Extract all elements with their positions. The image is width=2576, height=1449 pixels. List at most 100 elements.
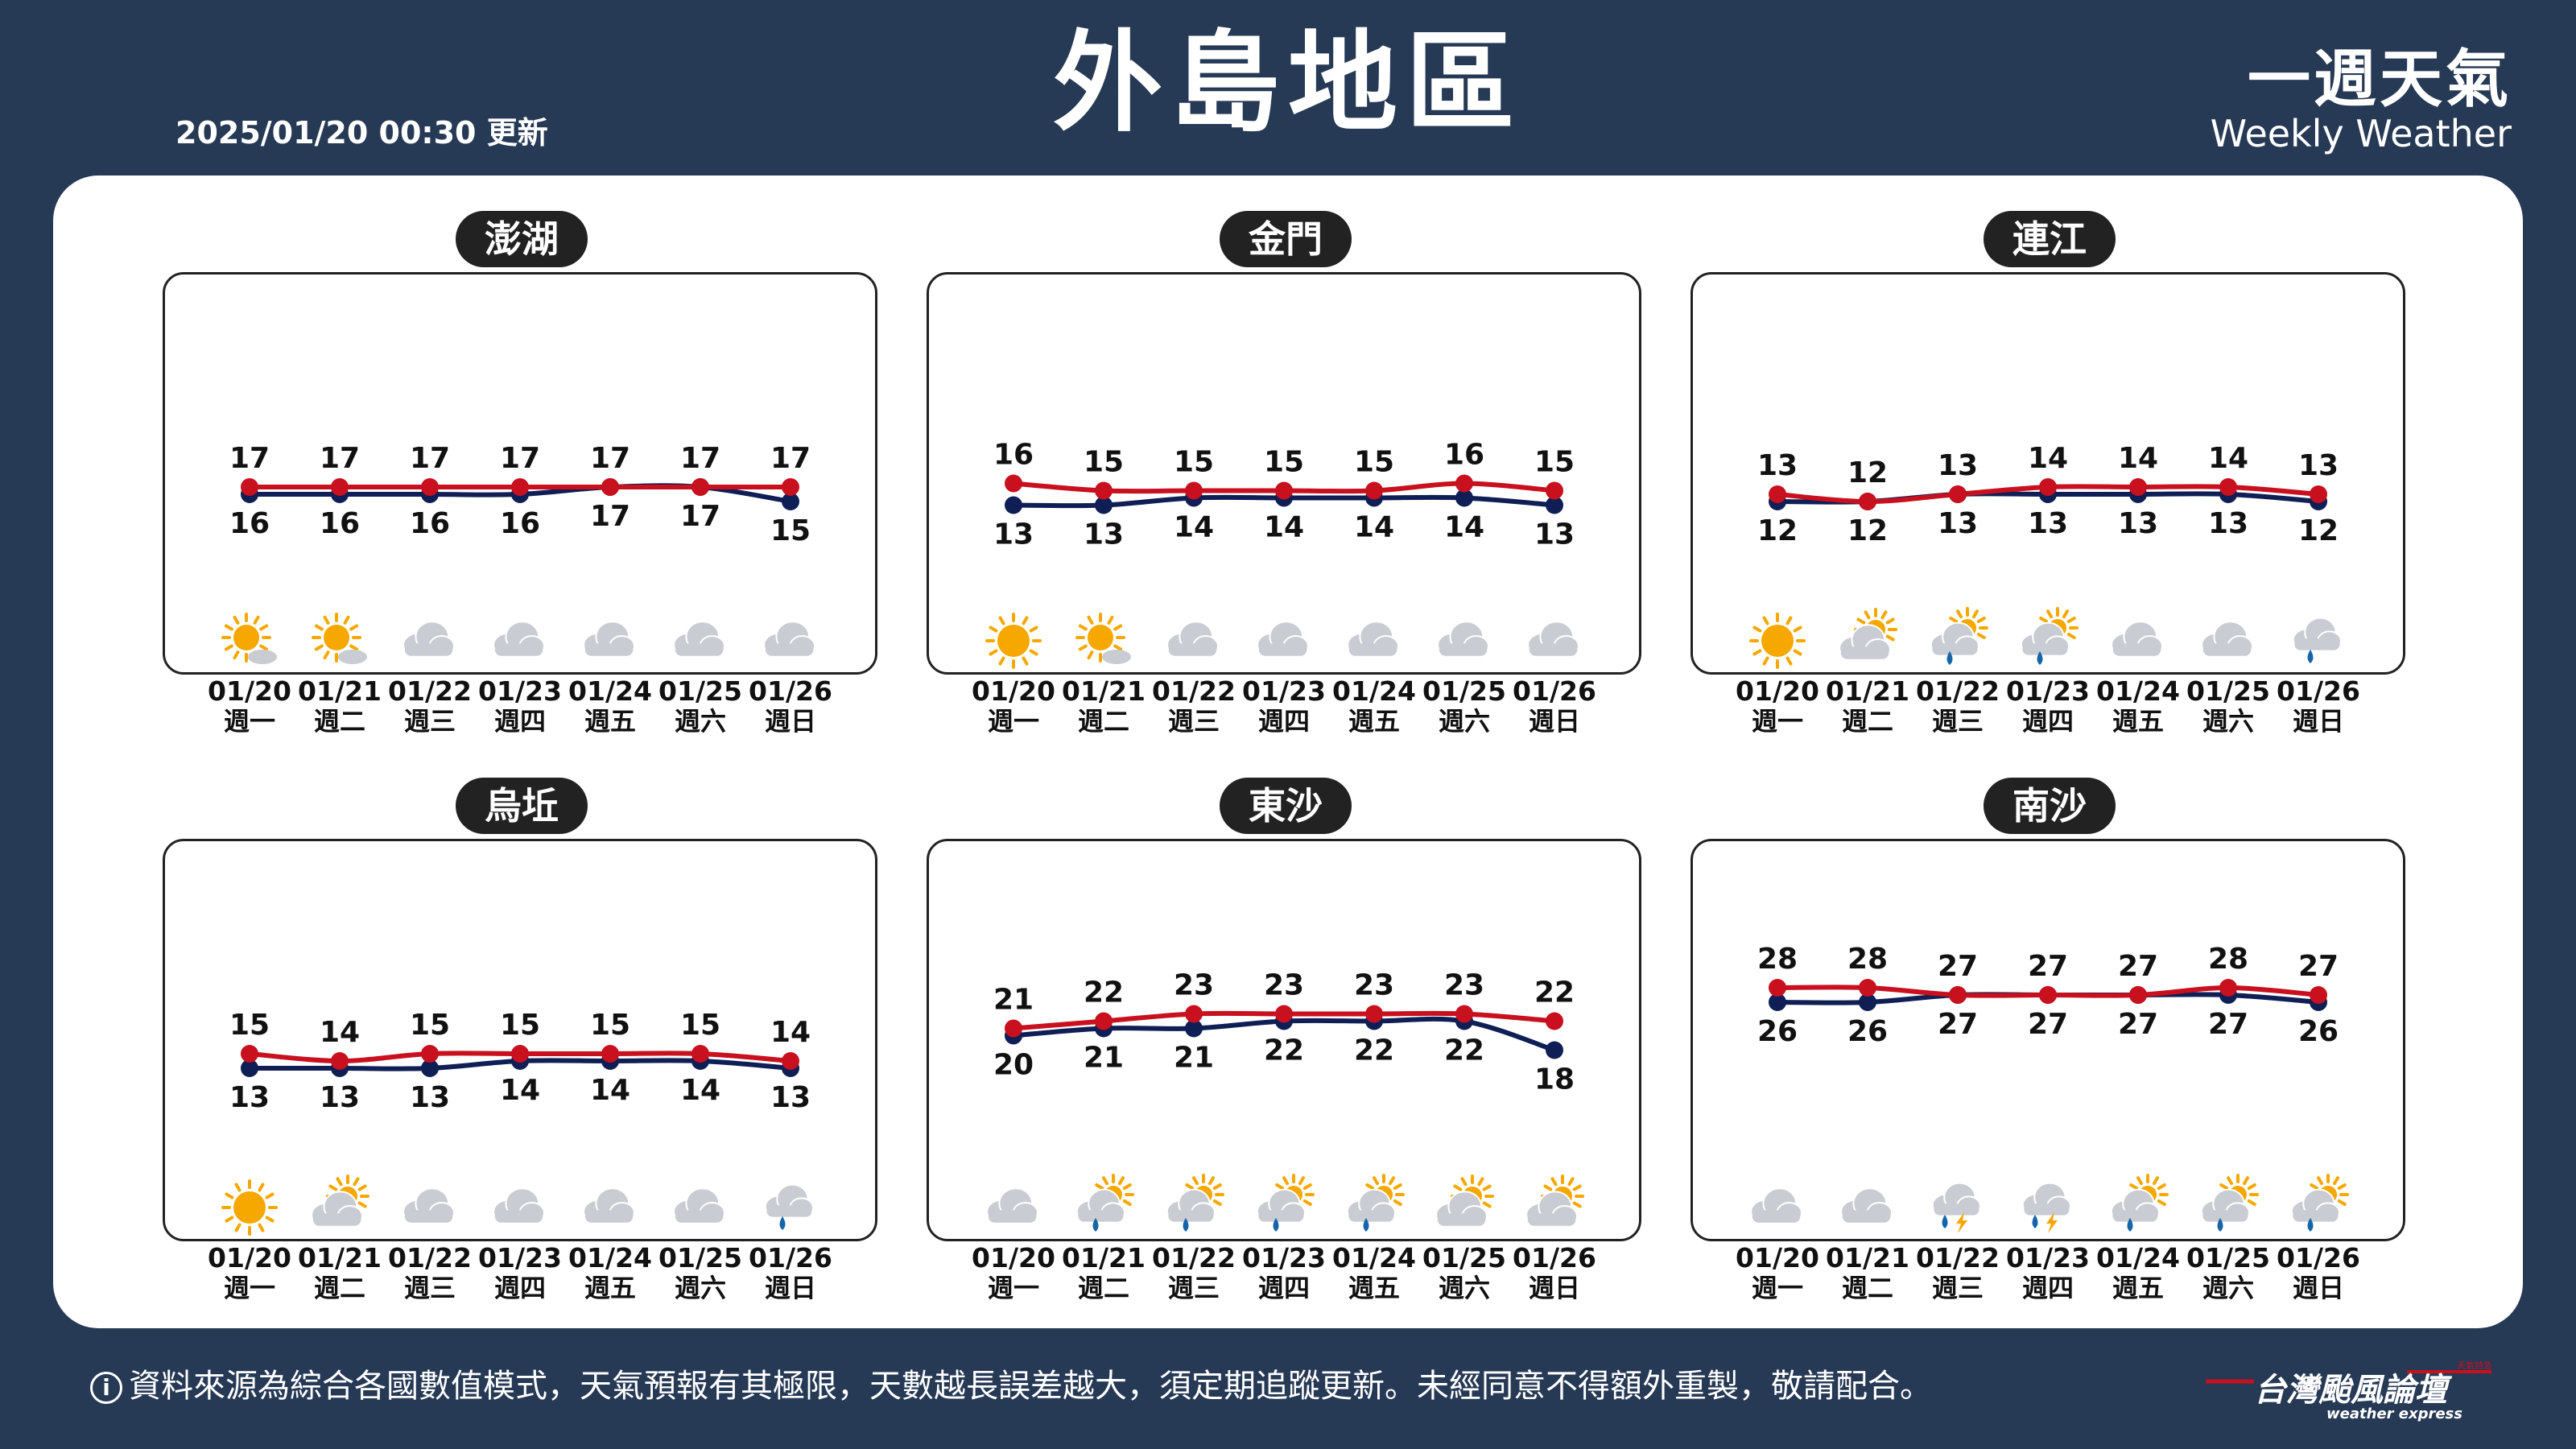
forum-logo: 天氣特急 台灣颱風論壇 weather express bbox=[2206, 1360, 2492, 1422]
day-label: 01/25 週六 bbox=[1419, 1243, 1509, 1303]
day-label: 01/23 週四 bbox=[2003, 1242, 2093, 1303]
rain-drop-icon bbox=[2307, 650, 2314, 663]
rain-drop-icon bbox=[779, 1216, 786, 1230]
day-label: 01/26 週日 bbox=[2273, 675, 2363, 737]
high-temp-point bbox=[1859, 493, 1876, 510]
day-weekday: 週日 bbox=[1528, 1273, 1580, 1303]
sun-icon bbox=[1749, 613, 1806, 669]
day-label: 01/25 週六 bbox=[2183, 675, 2273, 737]
day-date: 01/26 bbox=[749, 1242, 832, 1274]
day-date: 01/25 bbox=[1422, 675, 1506, 707]
high-temp-label: 15 bbox=[1264, 446, 1304, 479]
region-name: 金門 bbox=[1220, 211, 1352, 267]
logo-text: 台灣颱風論壇 bbox=[2254, 1372, 2453, 1409]
weather-icon-cloud bbox=[2201, 621, 2254, 658]
low-temp-label: 13 bbox=[2118, 507, 2158, 540]
day-weekday: 週二 bbox=[1077, 706, 1129, 737]
high-temp-point bbox=[601, 478, 619, 496]
high-temp-point bbox=[241, 478, 258, 496]
cloud-icon bbox=[673, 1187, 726, 1224]
weather-icon-cloud bbox=[1437, 621, 1490, 658]
day-label: 01/22 週三 bbox=[1913, 1243, 2003, 1303]
high-temp-point bbox=[1005, 474, 1022, 493]
high-temp-label: 14 bbox=[770, 1016, 811, 1049]
region-name: 連江 bbox=[1984, 211, 2116, 267]
day-date: 01/24 bbox=[1332, 675, 1416, 707]
day-date: 01/23 bbox=[1242, 675, 1326, 707]
day-weekday: 週三 bbox=[1931, 706, 1984, 737]
weather-icon-cloud bbox=[493, 621, 546, 658]
day-weekday: 週一 bbox=[1751, 706, 1803, 737]
day-date: 01/21 bbox=[298, 675, 382, 707]
cloud-icon bbox=[2201, 621, 2254, 658]
high-temp-label: 28 bbox=[1757, 943, 1798, 976]
region-panel: 東沙 21 22 23 23 23 23 22 20 21 21 22 22 22 18 01/20 週一 01/… bbox=[927, 757, 1641, 1311]
sun-icon bbox=[312, 613, 361, 663]
weather-icon-sun-cloud-rain bbox=[1075, 1174, 1134, 1232]
day-weekday: 週一 bbox=[223, 1273, 275, 1303]
cloud-icon bbox=[1346, 1188, 1396, 1224]
day-weekday: 週日 bbox=[764, 1273, 816, 1303]
weather-icon-thunder bbox=[2021, 1182, 2072, 1233]
day-weekday: 週六 bbox=[674, 706, 726, 737]
low-temp-label: 13 bbox=[1084, 518, 1124, 551]
day-label: 01/24 週五 bbox=[2093, 1243, 2183, 1303]
day-date: 01/25 bbox=[2186, 675, 2270, 707]
weather-icon-sun-cloud bbox=[221, 613, 277, 664]
low-temp-label: 20 bbox=[993, 1049, 1034, 1082]
high-temp-label: 17 bbox=[590, 442, 630, 475]
day-date: 01/23 bbox=[2006, 1242, 2090, 1274]
region-panel: 金門 16 15 15 15 15 16 15 13 13 14 14 14 14 13 01/20 週一 01/… bbox=[927, 190, 1641, 744]
day-weekday: 週日 bbox=[1528, 706, 1580, 737]
day-date: 01/23 bbox=[2006, 675, 2090, 707]
high-temp-label: 15 bbox=[1534, 446, 1575, 479]
high-temp-label: 14 bbox=[2118, 442, 2158, 475]
day-date: 01/21 bbox=[298, 1242, 382, 1274]
weather-icon-cloud bbox=[402, 621, 456, 658]
weather-icon-partly-cloudy bbox=[1435, 1174, 1494, 1228]
day-label: 01/23 週四 bbox=[1239, 675, 1329, 737]
day-date: 01/26 bbox=[2277, 675, 2360, 707]
lightning-icon bbox=[1956, 1212, 1967, 1233]
day-label: 01/26 週日 bbox=[2273, 1243, 2363, 1303]
region-name: 澎湖 bbox=[456, 211, 588, 267]
day-label: 01/26 週日 bbox=[1509, 676, 1600, 737]
day-label: 01/21 週二 bbox=[295, 675, 385, 737]
high-temp-label: 16 bbox=[1444, 439, 1484, 472]
region-panel: 南沙 28 28 27 27 27 28 27 26 26 27 27 27 27 26 01/20 週一 01/… bbox=[1690, 757, 2405, 1311]
weather-icon-sun-cloud-rain bbox=[2290, 1174, 2349, 1232]
day-weekday: 週一 bbox=[1751, 1273, 1803, 1303]
day-weekday: 週二 bbox=[313, 706, 365, 737]
day-weekday: 週二 bbox=[1841, 706, 1893, 737]
cloud-icon bbox=[1347, 621, 1400, 658]
high-temp-label: 17 bbox=[770, 442, 811, 475]
day-weekday: 週五 bbox=[2112, 706, 2164, 737]
day-weekday: 週二 bbox=[1077, 1273, 1129, 1303]
rain-drop-icon bbox=[2127, 1218, 2133, 1232]
cloud-icon bbox=[1931, 1182, 1982, 1217]
low-temp-label: 13 bbox=[1534, 518, 1575, 551]
high-temp-label: 16 bbox=[993, 439, 1034, 472]
high-temp-label: 28 bbox=[2208, 943, 2248, 976]
temperature-chart: 16 15 15 15 15 16 15 13 13 14 14 14 14 13 bbox=[985, 439, 1580, 669]
high-temp-point bbox=[782, 478, 799, 496]
day-weekday: 週日 bbox=[2292, 706, 2344, 737]
high-temp-point bbox=[2129, 478, 2147, 496]
brand-title-zh: 一週天氣 bbox=[2247, 43, 2512, 116]
low-temp-point bbox=[1455, 489, 1473, 507]
low-temp-label: 18 bbox=[1534, 1063, 1575, 1096]
chart-frame bbox=[927, 272, 1641, 675]
day-weekday: 週六 bbox=[674, 1273, 726, 1303]
day-date: 01/20 bbox=[208, 675, 291, 707]
high-temp-point bbox=[1769, 979, 1786, 997]
high-temp-point bbox=[2219, 478, 2237, 496]
sun-icon bbox=[985, 613, 1042, 669]
cloud-icon bbox=[764, 1183, 814, 1219]
low-temp-point bbox=[1005, 496, 1022, 514]
high-temp-label: 15 bbox=[590, 1009, 630, 1042]
cloud-icon bbox=[2110, 1188, 2160, 1224]
low-temp-label: 26 bbox=[2298, 1015, 2339, 1048]
day-weekday: 週三 bbox=[1167, 706, 1220, 737]
low-temp-label: 22 bbox=[1444, 1034, 1484, 1067]
cloud-icon bbox=[673, 621, 726, 658]
